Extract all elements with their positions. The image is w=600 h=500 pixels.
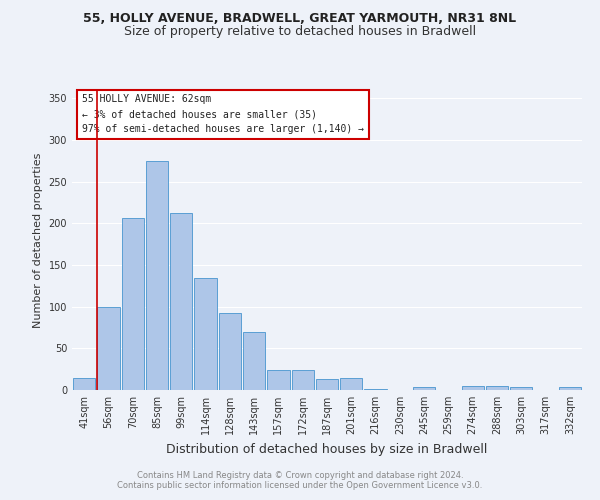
Bar [194, 278, 217, 390]
Text: Size of property relative to detached houses in Bradwell: Size of property relative to detached ho… [124, 25, 476, 38]
Bar [267, 370, 290, 390]
Bar [243, 332, 265, 390]
Text: Contains HM Land Registry data © Crown copyright and database right 2024.
Contai: Contains HM Land Registry data © Crown c… [118, 470, 482, 490]
Bar [146, 161, 168, 390]
Text: 55 HOLLY AVENUE: 62sqm
← 3% of detached houses are smaller (35)
97% of semi-deta: 55 HOLLY AVENUE: 62sqm ← 3% of detached … [82, 94, 364, 134]
Bar [364, 389, 387, 390]
Bar [486, 386, 508, 390]
Bar [170, 212, 193, 390]
Bar [122, 218, 144, 390]
Text: 55, HOLLY AVENUE, BRADWELL, GREAT YARMOUTH, NR31 8NL: 55, HOLLY AVENUE, BRADWELL, GREAT YARMOU… [83, 12, 517, 26]
Bar [461, 386, 484, 390]
Bar [413, 386, 436, 390]
Text: Distribution of detached houses by size in Bradwell: Distribution of detached houses by size … [166, 442, 488, 456]
Bar [510, 386, 532, 390]
Bar [559, 386, 581, 390]
Bar [97, 306, 119, 390]
Bar [73, 378, 95, 390]
Bar [340, 378, 362, 390]
Y-axis label: Number of detached properties: Number of detached properties [33, 152, 43, 328]
Bar [316, 379, 338, 390]
Bar [292, 370, 314, 390]
Bar [218, 312, 241, 390]
